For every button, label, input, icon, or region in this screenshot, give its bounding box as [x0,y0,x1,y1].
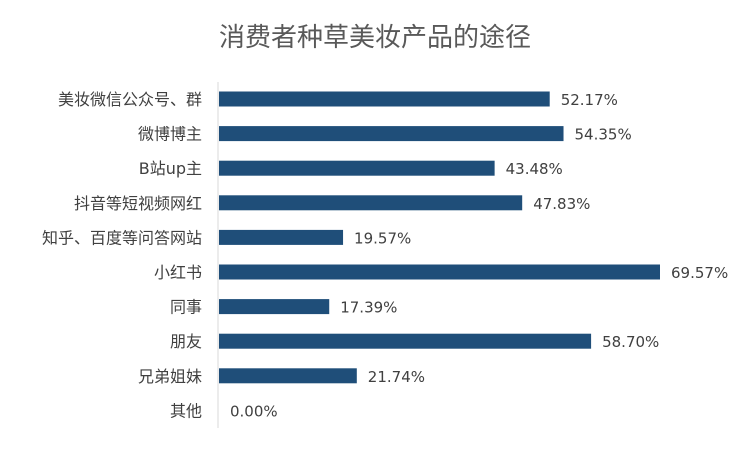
bar-value-label: 52.17% [561,91,618,109]
bar [219,264,660,280]
bar [219,299,330,315]
y-tick-label: 朋友 [170,332,202,351]
bar [219,91,550,107]
bar [219,229,344,245]
bar-value-label: 58.70% [602,333,659,351]
bar [219,160,495,176]
bar-value-label: 54.35% [575,126,632,144]
y-tick-label: 抖音等短视频网红 [74,194,202,213]
bar [219,333,592,349]
y-tick-label: 其他 [170,401,202,420]
y-tick-label: 知乎、百度等问答网站 [42,228,202,247]
bar [219,368,357,384]
y-tick-label: B站up主 [139,159,202,178]
bar [219,126,564,142]
chart-title: 消费者种草美妆产品的途径 [219,23,531,53]
bar-value-label: 19.57% [354,229,411,247]
bar-value-label: 17.39% [340,299,397,317]
bar-value-label: 21.74% [368,368,425,386]
bars-layer: 美妆微信公众号、群 52.17% 微博博主 54.35% B站up主 43.48% 抖音等短… [42,90,728,420]
bar-value-label: 69.57% [671,264,728,282]
y-tick-label: 同事 [170,298,202,317]
bar-value-label: 47.83% [533,195,590,213]
bar-value-label: 43.48% [506,160,563,178]
y-tick-label: 微博博主 [138,125,202,144]
bar-value-label: 0.00% [230,402,278,420]
y-tick-label: 兄弟姐妹 [138,367,202,386]
bar [219,195,523,211]
y-tick-label: 小红书 [154,263,202,282]
y-tick-label: 美妆微信公众号、群 [58,90,202,109]
